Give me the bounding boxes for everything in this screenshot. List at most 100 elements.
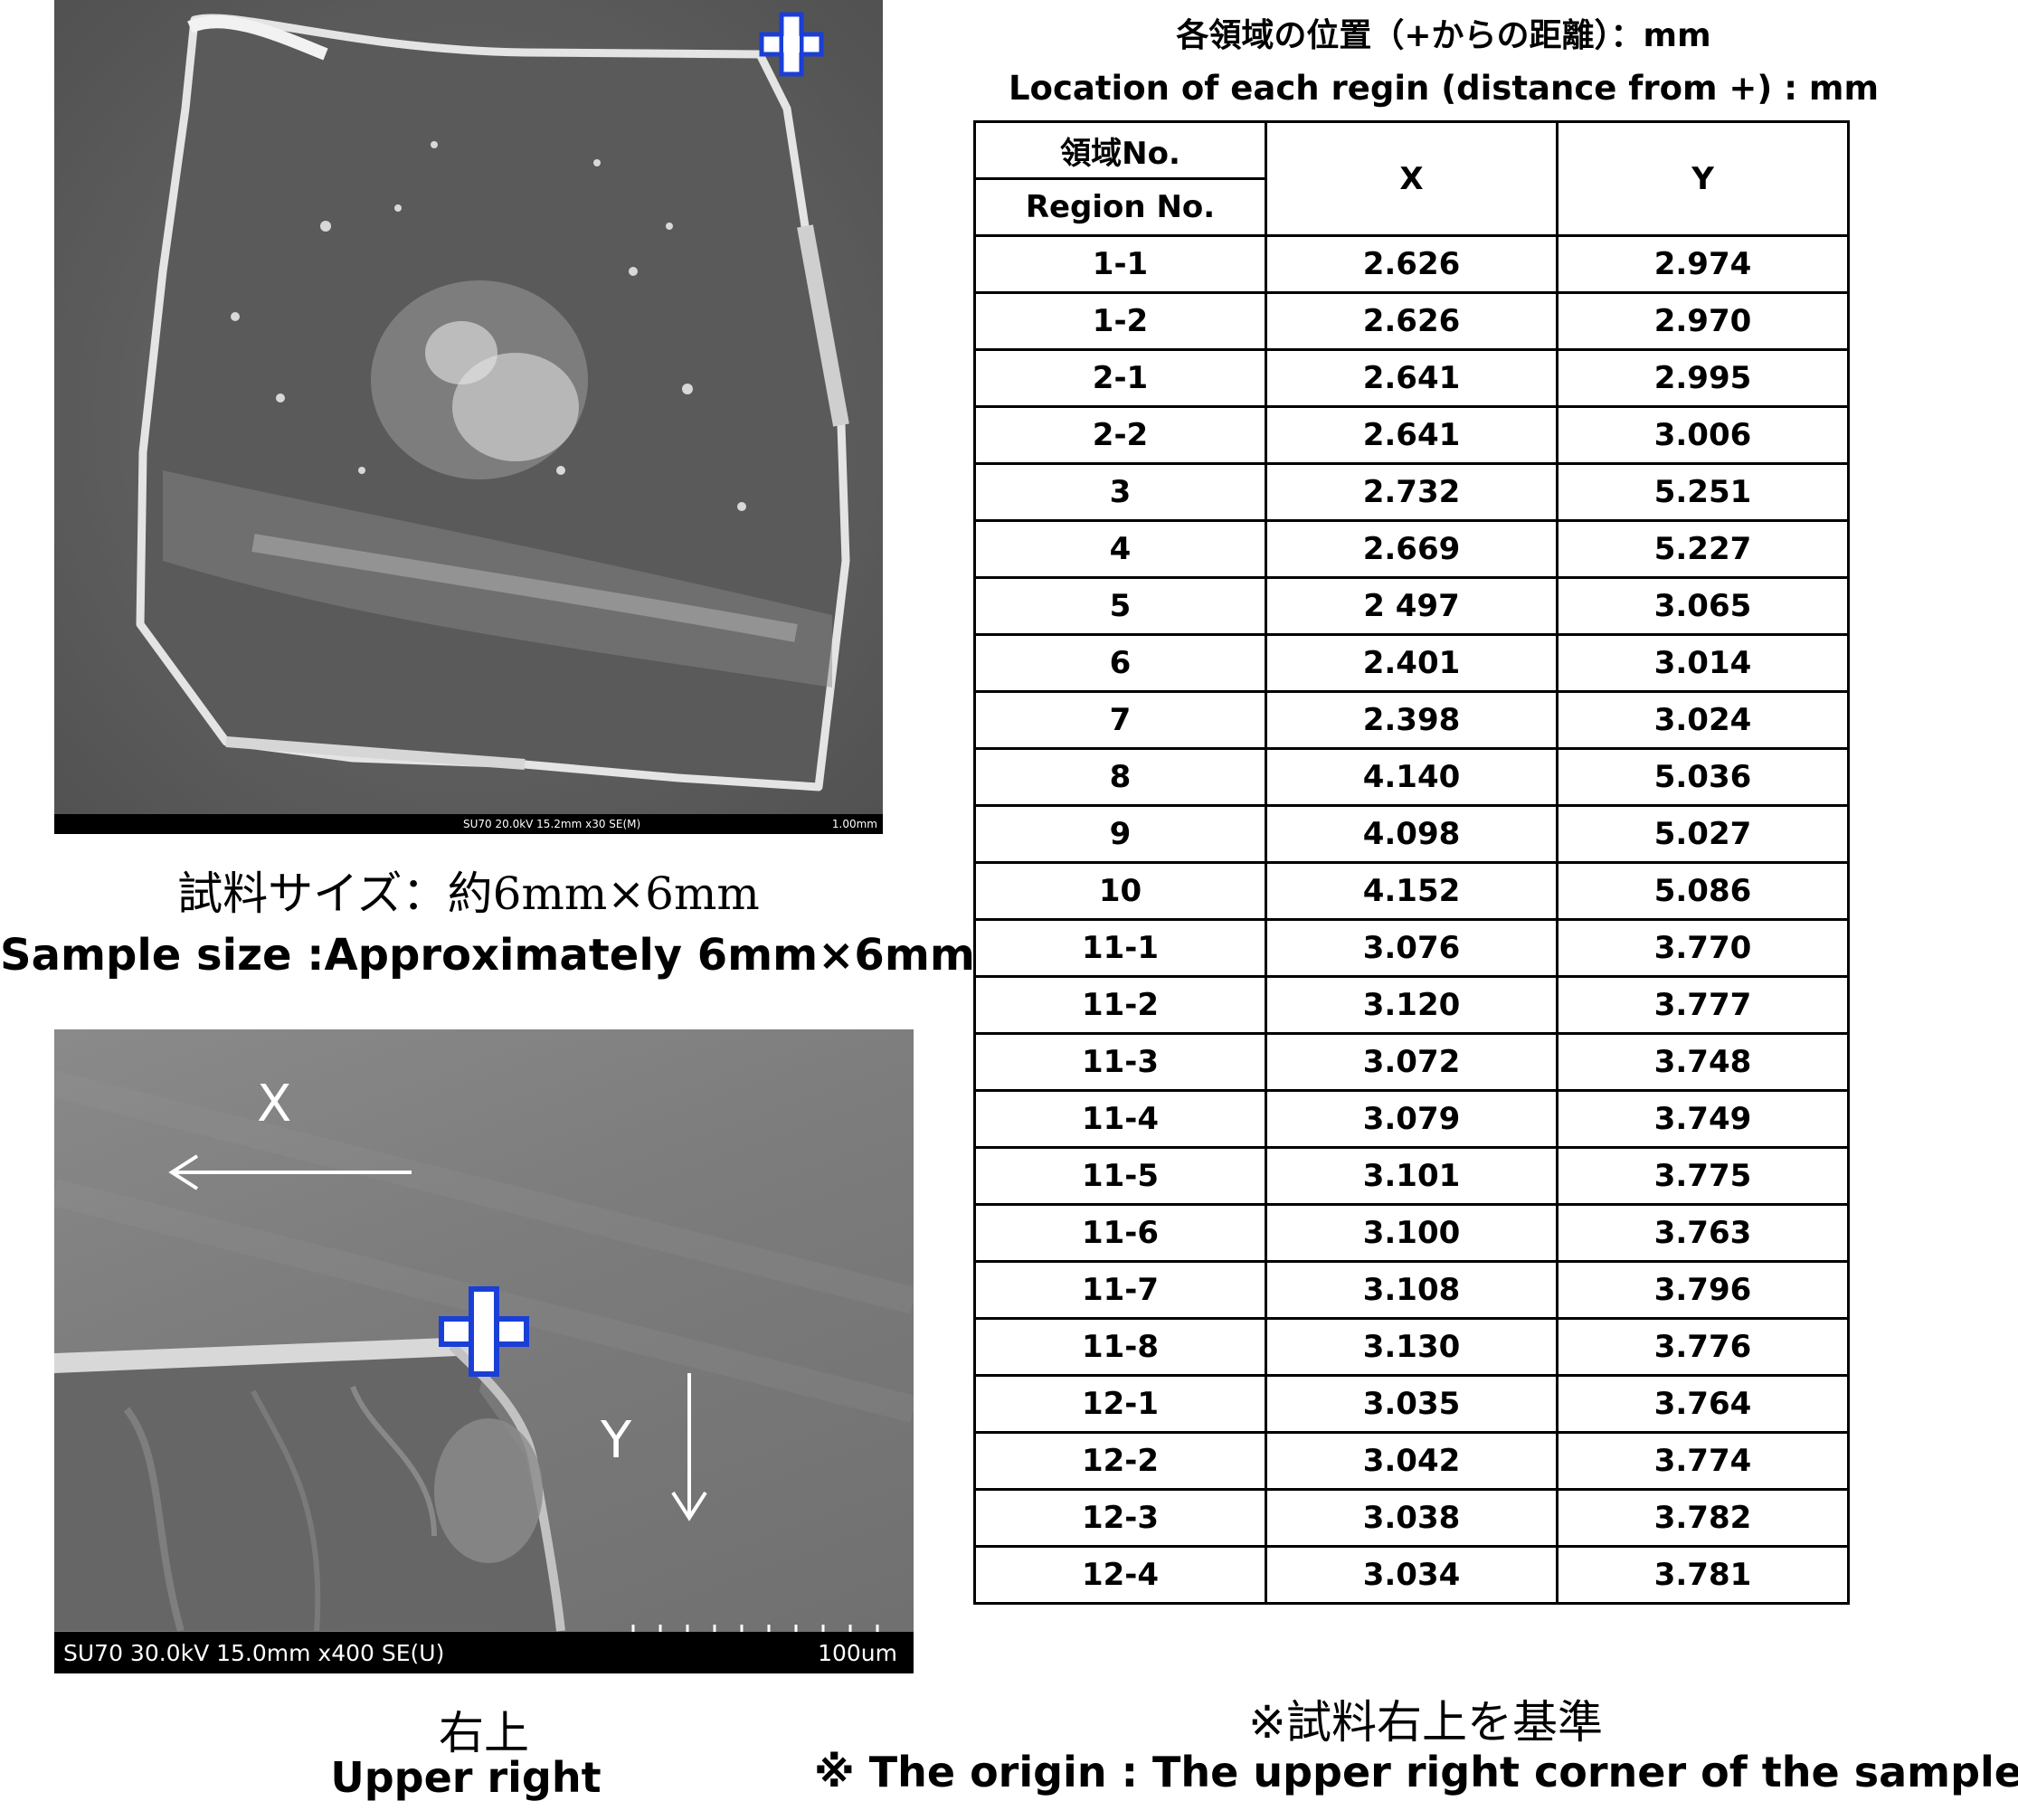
cell-y: 3.796 xyxy=(1556,1260,1850,1320)
table-row: 11-2 3.120 3.777 xyxy=(973,975,1850,1035)
cell-x: 2.641 xyxy=(1265,348,1559,408)
table-title-en: Location of each regin (distance from +)… xyxy=(1008,69,1880,108)
cell-region: 11-2 xyxy=(973,975,1267,1035)
table-row: 4 2.669 5.227 xyxy=(973,519,1850,579)
cell-x: 3.101 xyxy=(1265,1146,1559,1206)
cell-y: 3.776 xyxy=(1556,1317,1850,1377)
cell-y: 5.227 xyxy=(1556,519,1850,579)
y-direction-arrow-icon xyxy=(671,1373,707,1521)
table-row: 2-1 2.641 2.995 xyxy=(973,348,1850,408)
cell-region: 11-4 xyxy=(973,1089,1267,1149)
cell-x: 3.076 xyxy=(1265,918,1559,978)
cell-region: 11-7 xyxy=(973,1260,1267,1320)
x-axis-label: X xyxy=(257,1075,292,1133)
y-axis-label: Y xyxy=(601,1411,632,1470)
cell-y: 3.774 xyxy=(1556,1431,1850,1491)
cell-region: 2-2 xyxy=(973,405,1267,465)
origin-note-jp: ※試料右上を基準 xyxy=(1248,1696,1603,1749)
sem-image-overview: SU70 20.0kV 15.2mm x30 SE(M) 1.00mm xyxy=(54,0,883,834)
cell-y: 2.995 xyxy=(1556,348,1850,408)
cell-x: 3.130 xyxy=(1265,1317,1559,1377)
sem-overview-info: SU70 20.0kV 15.2mm x30 SE(M) xyxy=(463,818,641,830)
origin-marker-icon xyxy=(759,12,824,77)
sem-overview-scale: 1.00mm xyxy=(831,818,877,830)
cell-x: 2.732 xyxy=(1265,462,1559,522)
table-row: 6 2.401 3.014 xyxy=(973,633,1850,693)
cell-x: 2.401 xyxy=(1265,633,1559,693)
cell-region: 11-3 xyxy=(973,1032,1267,1092)
sample-size-caption-en: Sample size :Approximately 6mm×6mm xyxy=(0,930,975,981)
cell-y: 3.777 xyxy=(1556,975,1850,1035)
cell-x: 4.140 xyxy=(1265,747,1559,807)
cell-region: 12-1 xyxy=(973,1374,1267,1434)
cell-y: 3.763 xyxy=(1556,1203,1850,1263)
header-x: X xyxy=(1265,120,1559,237)
cell-y: 3.770 xyxy=(1556,918,1850,978)
cell-x: 3.042 xyxy=(1265,1431,1559,1491)
region-location-table: 領域No. X Y Region No. 1-1 2.626 2.974 1-2 2.6… xyxy=(973,120,1850,1605)
cell-x: 2.641 xyxy=(1265,405,1559,465)
cell-y: 3.764 xyxy=(1556,1374,1850,1434)
table-row: 11-3 3.072 3.748 xyxy=(973,1032,1850,1092)
cell-x: 3.035 xyxy=(1265,1374,1559,1434)
corner-caption-en: Upper right xyxy=(330,1753,602,1802)
table-row: 12-3 3.038 3.782 xyxy=(973,1488,1850,1548)
cell-x: 3.038 xyxy=(1265,1488,1559,1548)
cell-x: 4.152 xyxy=(1265,861,1559,921)
table-row: 8 4.140 5.036 xyxy=(973,747,1850,807)
table-header-row: 領域No. X Y xyxy=(973,120,1850,237)
header-region-en: Region No. xyxy=(973,177,1267,237)
sem-corner-scale: 100um xyxy=(818,1640,897,1666)
cell-x: 3.100 xyxy=(1265,1203,1559,1263)
cell-x: 3.079 xyxy=(1265,1089,1559,1149)
cell-x: 3.108 xyxy=(1265,1260,1559,1320)
cell-region: 12-4 xyxy=(973,1545,1267,1605)
cell-region: 1-1 xyxy=(973,234,1267,294)
cell-region: 12-2 xyxy=(973,1431,1267,1491)
cell-y: 3.749 xyxy=(1556,1089,1850,1149)
table-row: 9 4.098 5.027 xyxy=(973,804,1850,864)
table-row: 11-1 3.076 3.770 xyxy=(973,918,1850,978)
table-row: 1-1 2.626 2.974 xyxy=(973,234,1850,294)
sem-overview-info-bar: SU70 20.0kV 15.2mm x30 SE(M) 1.00mm xyxy=(54,814,883,834)
cell-y: 3.014 xyxy=(1556,633,1850,693)
table-title-jp: 各領域の位置（+からの距離）：mm xyxy=(1176,17,1711,54)
table-row: 12-1 3.035 3.764 xyxy=(973,1374,1850,1434)
table-row: 1-2 2.626 2.970 xyxy=(973,291,1850,351)
cell-x: 2.626 xyxy=(1265,291,1559,351)
cell-region: 9 xyxy=(973,804,1267,864)
cell-region: 11-8 xyxy=(973,1317,1267,1377)
cell-y: 3.775 xyxy=(1556,1146,1850,1206)
cell-region: 5 xyxy=(973,576,1267,636)
sample-size-caption-jp: 試料サイズ：約6mm×6mm xyxy=(177,867,760,920)
sem-corner-info-bar: SU70 30.0kV 15.0mm x400 SE(U) 100um xyxy=(54,1632,914,1673)
origin-marker-icon xyxy=(439,1286,529,1377)
table-row: 11-8 3.130 3.776 xyxy=(973,1317,1850,1377)
cell-y: 5.027 xyxy=(1556,804,1850,864)
cell-y: 2.974 xyxy=(1556,234,1850,294)
cell-x: 2.398 xyxy=(1265,690,1559,750)
table-row: 11-7 3.108 3.796 xyxy=(973,1260,1850,1320)
cell-y: 5.251 xyxy=(1556,462,1850,522)
table-row: 12-2 3.042 3.774 xyxy=(973,1431,1850,1491)
table-row: 7 2.398 3.024 xyxy=(973,690,1850,750)
cell-y: 3.781 xyxy=(1556,1545,1850,1605)
cell-region: 2-1 xyxy=(973,348,1267,408)
table-row: 11-5 3.101 3.775 xyxy=(973,1146,1850,1206)
cell-y: 3.065 xyxy=(1556,576,1850,636)
cell-y: 3.024 xyxy=(1556,690,1850,750)
table-row: 3 2.732 5.251 xyxy=(973,462,1850,522)
cell-y: 2.970 xyxy=(1556,291,1850,351)
x-direction-arrow-icon xyxy=(168,1154,412,1190)
cell-region: 10 xyxy=(973,861,1267,921)
origin-note-en: ※ The origin : The upper right corner of… xyxy=(814,1748,2018,1796)
cell-y: 3.748 xyxy=(1556,1032,1850,1092)
cell-region: 3 xyxy=(973,462,1267,522)
cell-region: 8 xyxy=(973,747,1267,807)
cell-region: 6 xyxy=(973,633,1267,693)
table-row: 11-4 3.079 3.749 xyxy=(973,1089,1850,1149)
cell-y: 5.086 xyxy=(1556,861,1850,921)
cell-region: 11-5 xyxy=(973,1146,1267,1206)
cell-region: 7 xyxy=(973,690,1267,750)
